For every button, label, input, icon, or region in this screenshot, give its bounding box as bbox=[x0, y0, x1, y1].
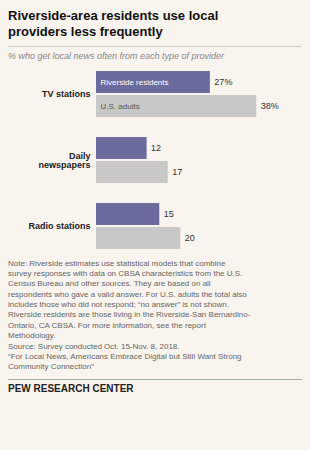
svg-text:38%: 38% bbox=[261, 101, 279, 111]
svg-text:TV stations: TV stations bbox=[42, 89, 91, 99]
svg-text:17: 17 bbox=[172, 167, 182, 177]
svg-text:12: 12 bbox=[151, 143, 161, 153]
svg-text:20: 20 bbox=[185, 233, 195, 243]
svg-text:Riverside residents: Riverside residents bbox=[101, 78, 169, 87]
html-text:Note: Riverside estimates use: Note: Riverside estimates use statistica… bbox=[8, 258, 251, 372]
html-text:Riverside-area residents use l: Riverside-area residents use local provi… bbox=[8, 8, 219, 40]
svg-text:Dailynewspapers: Dailynewspapers bbox=[38, 150, 90, 169]
html-text:PEW RESEARCH CENTER: PEW RESEARCH CENTER bbox=[8, 382, 134, 394]
svg-text:15: 15 bbox=[164, 209, 174, 219]
svg-text:Radio stations: Radio stations bbox=[28, 221, 90, 231]
svg-text:U.S. adults: U.S. adults bbox=[101, 102, 140, 111]
svg-text:27%: 27% bbox=[214, 77, 232, 87]
html-text:% who get local news often fro: % who get local news often from each typ… bbox=[8, 50, 225, 61]
